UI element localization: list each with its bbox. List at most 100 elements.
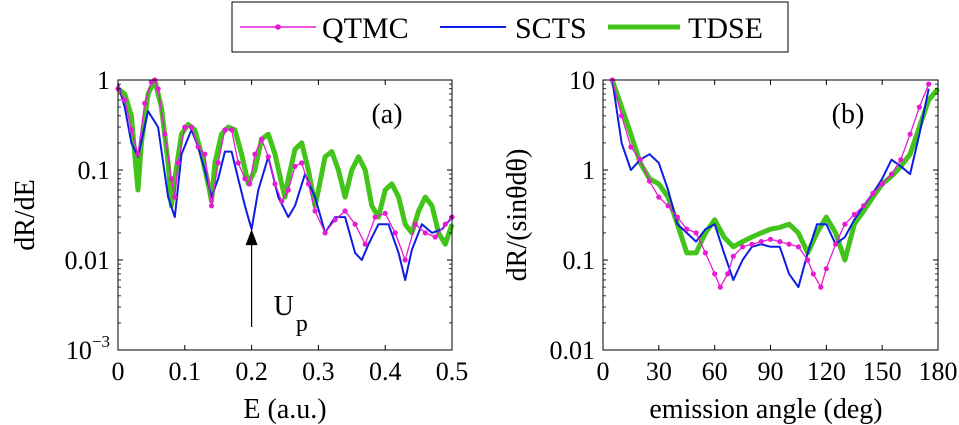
qtmc-point	[162, 131, 168, 137]
legend-label-scts: SCTS	[515, 12, 587, 45]
x-tick-label: 150	[863, 357, 902, 386]
qtmc-point	[182, 124, 188, 130]
qtmc-point	[247, 181, 253, 187]
qtmc-point	[818, 284, 824, 290]
panel-a-label: (a)	[371, 99, 402, 130]
series-line-tdse-a	[116, 77, 455, 247]
qtmc-point	[128, 127, 134, 133]
up-annotation: Up	[245, 229, 308, 337]
qtmc-point	[265, 154, 271, 160]
qtmc-point	[299, 160, 305, 166]
qtmc-point	[637, 157, 643, 163]
qtmc-point	[362, 241, 368, 247]
qtmc-point	[259, 136, 265, 142]
x-tick-label: 0.2	[235, 357, 268, 386]
qtmc-point	[786, 241, 792, 247]
qtmc-point	[175, 160, 181, 166]
panel-b-label: (b)	[832, 99, 865, 130]
x-tick-label: 60	[702, 357, 728, 386]
x-tick-label: 180	[919, 357, 958, 386]
y-tick-label: 0.1	[563, 246, 596, 275]
x-tick-label: 0.5	[436, 357, 469, 386]
qtmc-point	[725, 271, 731, 277]
x-tick-label: 0.3	[302, 357, 335, 386]
qtmc-point	[285, 187, 291, 193]
qtmc-point	[907, 131, 913, 137]
y-tick-label: 10	[569, 66, 595, 95]
qtmc-point	[851, 211, 857, 218]
qtmc-point	[656, 194, 662, 200]
y-tick-label: 0.01	[550, 336, 596, 365]
y-tick-label: 0.1	[78, 156, 111, 185]
x-tick-label: 30	[646, 357, 672, 386]
series-line-scts-b	[611, 79, 930, 289]
panel-b-xlabel: emission angle (deg)	[649, 394, 882, 425]
qtmc-point	[712, 271, 718, 277]
x-tick-label: 0.4	[369, 357, 402, 386]
qtmc-point	[628, 144, 634, 150]
qtmc-point	[332, 217, 338, 223]
qtmc-point	[305, 181, 311, 187]
qtmc-point	[861, 203, 867, 209]
qtmc-point	[693, 230, 699, 236]
qtmc-point	[142, 100, 148, 106]
qtmc-point	[619, 113, 625, 119]
panel-a: 0 0.1 0.2 0.3 0.4 0.5 10−3 0.01 0.1 1 (a) E (a.u.…	[10, 66, 468, 425]
panel-a-ylabel: dR/dE	[10, 179, 41, 251]
qtmc-point	[898, 157, 904, 163]
qtmc-point	[833, 241, 839, 247]
y-tick-label: 1	[582, 156, 595, 185]
qtmc-point	[767, 236, 774, 242]
qtmc-point	[740, 244, 746, 250]
y-tick-label: 1	[97, 66, 110, 95]
legend-marker-qtmc	[275, 24, 281, 30]
x-tick-label: 90	[758, 357, 784, 386]
qtmc-point	[172, 194, 178, 200]
legend-frame	[231, 1, 789, 53]
qtmc-point	[272, 181, 278, 187]
panel-a-series	[115, 77, 455, 281]
qtmc-point	[155, 86, 161, 92]
qtmc-point	[312, 208, 318, 214]
up-arrow-head	[245, 229, 258, 246]
qtmc-point	[195, 144, 201, 150]
qtmc-point	[215, 160, 221, 166]
panel-b-ylabel: dR/(sinθdθ)	[502, 149, 533, 282]
qtmc-point	[135, 151, 141, 157]
qtmc-point	[279, 198, 285, 204]
panel-b-ticks: 0 30 60 90 120 150 180 0.01 0.1 1 10	[550, 66, 958, 386]
qtmc-point	[870, 190, 876, 196]
qtmc-point	[823, 266, 829, 272]
qtmc-point	[412, 221, 418, 227]
qtmc-point	[777, 239, 783, 245]
qtmc-point	[674, 214, 681, 220]
qtmc-point	[122, 97, 128, 103]
qtmc-point	[235, 160, 241, 166]
qtmc-point	[292, 163, 298, 169]
x-tick-label: 0.1	[169, 357, 202, 386]
qtmc-point	[392, 230, 398, 236]
qtmc-point	[810, 271, 816, 277]
y-tick-label: 10−3	[66, 332, 110, 365]
y-tick-label: 0.01	[65, 246, 111, 275]
qtmc-point	[916, 104, 923, 110]
qtmc-point	[684, 226, 690, 232]
qtmc-point	[372, 214, 378, 220]
panel-b: 0 30 60 90 120 150 180 0.01 0.1 1 10 (b) emission …	[502, 66, 958, 425]
qtmc-point	[646, 178, 653, 184]
qtmc-point	[322, 230, 328, 236]
panel-a-ticks: 0 0.1 0.2 0.3 0.4 0.5 10−3 0.01 0.1 1	[65, 66, 469, 386]
legend: QTMC SCTS TDSE	[231, 1, 789, 53]
qtmc-point	[188, 124, 195, 130]
qtmc-point	[795, 244, 802, 250]
qtmc-point	[208, 203, 215, 209]
qtmc-point	[252, 151, 258, 157]
qtmc-point	[229, 127, 235, 133]
qtmc-point	[730, 253, 736, 259]
qtmc-point	[242, 176, 248, 182]
qtmc-point	[749, 241, 755, 247]
panel-a-frame	[117, 79, 453, 351]
x-tick-label: 0	[597, 357, 610, 386]
qtmc-point	[879, 181, 885, 187]
